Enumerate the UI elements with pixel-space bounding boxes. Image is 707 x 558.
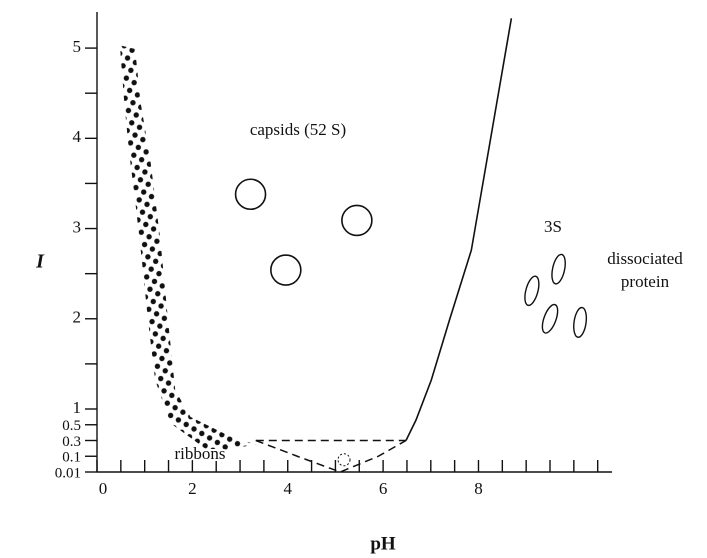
x-tick-label: 4	[283, 479, 292, 498]
x-axis-label: pH	[370, 533, 396, 554]
y-tick-label: 5	[73, 37, 82, 56]
dotted-region	[119, 45, 256, 453]
ribbon-bottom	[255, 439, 407, 473]
y-tick-label: 2	[73, 308, 82, 327]
x-tick-label: 0	[99, 479, 108, 498]
y-tick-label: 1	[73, 398, 82, 417]
capsid	[234, 178, 267, 211]
dissociated-label: dissociated	[607, 249, 683, 268]
boundary-line	[405, 18, 513, 441]
dissociated-label: protein	[621, 272, 670, 291]
protein-subunit	[541, 303, 559, 334]
protein-subunit	[524, 275, 540, 307]
ribbons-label: ribbons	[175, 444, 226, 463]
y-tick-label: 0.5	[62, 418, 81, 434]
y-tick-label: 3	[73, 217, 82, 236]
y-tick-label: 0.3	[62, 434, 81, 450]
protein-subunit	[551, 253, 566, 285]
capsid	[341, 204, 373, 237]
y-tick-label: 0.01	[55, 465, 81, 481]
x-tick-label: 8	[474, 479, 483, 498]
s-label: 3S	[544, 217, 562, 236]
x-tick-label: 2	[188, 479, 197, 498]
capsid	[270, 254, 302, 286]
ribbon-marker	[337, 453, 351, 467]
x-tick-label: 6	[379, 479, 388, 498]
protein-subunit	[573, 306, 588, 338]
y-tick-label: 0.1	[62, 450, 81, 466]
capsids-label: capsids (52 S)	[250, 120, 346, 139]
y-axis-label: I	[35, 251, 45, 273]
y-tick-label: 4	[73, 127, 82, 146]
